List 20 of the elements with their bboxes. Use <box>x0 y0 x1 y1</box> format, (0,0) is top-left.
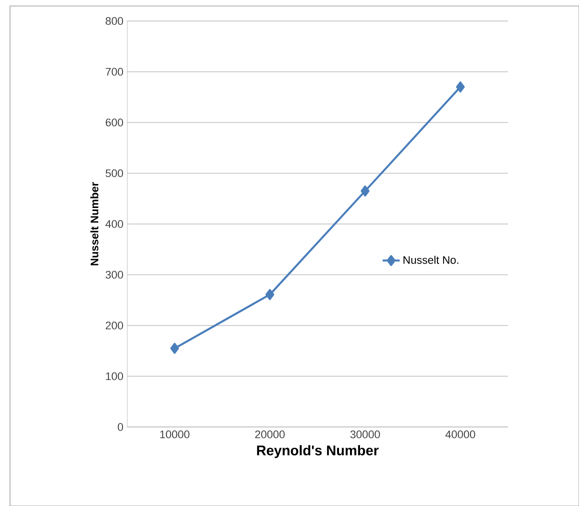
y-tick-label: 700 <box>106 68 124 76</box>
point <box>170 342 179 354</box>
y-tick-label: 100 <box>106 372 124 380</box>
point <box>266 289 274 300</box>
y-tick-label: 400 <box>105 220 124 228</box>
point <box>456 81 465 92</box>
x-tick-label: 20000 <box>255 430 285 438</box>
y-axis-title: Nusselt Number <box>90 182 98 266</box>
y-tick-label: 0 <box>118 423 124 431</box>
x-tick-label: 30000 <box>350 430 380 438</box>
x-axis-title: Reynold's Number <box>257 445 379 458</box>
legend-label: Nusselt No. <box>404 256 458 264</box>
point <box>360 186 370 196</box>
y-tick-label: 800 <box>106 17 124 25</box>
x-tick-label: 10000 <box>160 430 190 438</box>
x-tick-label: 40000 <box>445 430 476 438</box>
y-tick-label: 200 <box>106 322 124 330</box>
y-tick-label: 300 <box>106 270 124 279</box>
y-tick-label: 600 <box>106 118 124 126</box>
y-tick-label: 500 <box>106 169 124 178</box>
